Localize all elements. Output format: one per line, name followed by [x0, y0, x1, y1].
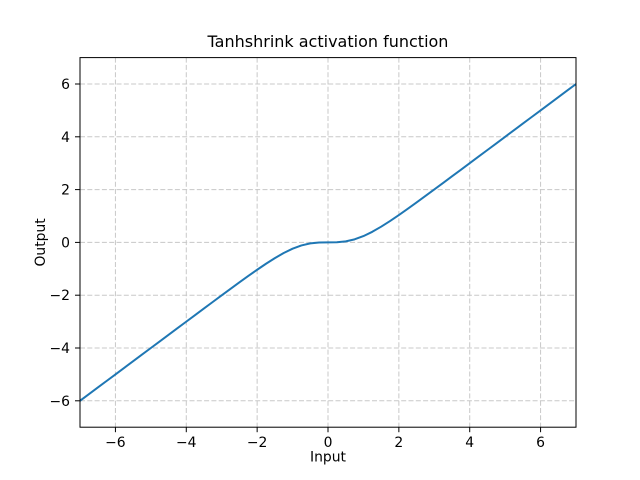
x-tick-label: 4: [465, 435, 474, 451]
x-tick-label: −4: [176, 435, 197, 451]
y-tick-label: 2: [61, 183, 70, 199]
y-tick-label: −2: [50, 288, 70, 304]
x-axis-label: Input: [310, 450, 347, 466]
y-tick-label: −6: [50, 394, 70, 410]
y-axis-label: Output: [33, 218, 49, 267]
y-tick-label: 4: [61, 130, 70, 146]
series-line-tanhshrink: [80, 83, 576, 402]
x-tick-label: −2: [247, 435, 267, 451]
tick-layer: −6 −4 −2 0 2 4 6 −6 −4 −2 0 2 4 6: [50, 77, 545, 451]
x-tick-label: −6: [105, 435, 125, 451]
y-tick-label: 6: [61, 77, 70, 93]
series-layer: [80, 83, 576, 402]
grid-layer: [80, 57, 576, 428]
chart-title: Tanhshrink activation function: [207, 32, 449, 51]
y-tick-label: −4: [50, 341, 71, 357]
x-tick-label: 2: [394, 435, 403, 451]
x-tick-label: 6: [536, 435, 545, 451]
y-tick-label: 0: [61, 235, 70, 251]
x-tick-label: 0: [324, 435, 333, 451]
